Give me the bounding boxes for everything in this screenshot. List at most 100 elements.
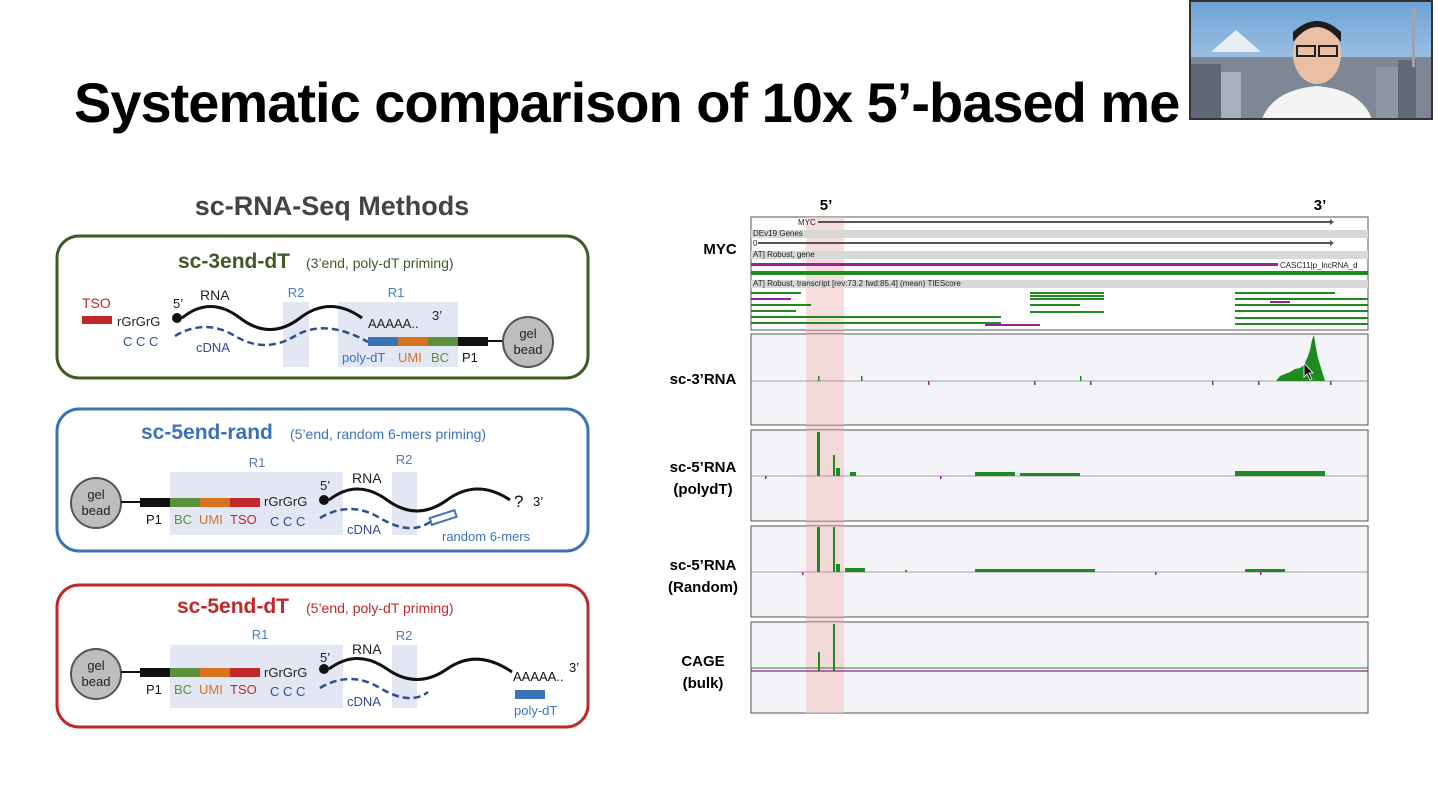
panel3-title: sc-5end-dT [177, 595, 289, 618]
panel2-rna: RNA [352, 470, 382, 486]
track-sc5rna-random [750, 525, 1369, 618]
panel3-tso: TSO [230, 682, 257, 697]
row-label-sc5rna-polydt: sc-5’RNA [669, 459, 737, 476]
row-label-cage: CAGE [681, 653, 725, 670]
panel2-q: ? [514, 492, 523, 511]
panel2-random: random 6-mers [442, 529, 531, 544]
panel-5end-rand [55, 407, 590, 553]
panel2-gel: gel [87, 487, 104, 502]
genome-browser: 5’ 3’ MYC DEv19 Genes 0 AT] Robust, gene… [750, 197, 1369, 714]
panel2-r1: R1 [249, 455, 266, 470]
track-robust-tx: AT] Robust, transcript [rev:73.2 fwd:85.… [753, 279, 961, 288]
panel3-ccc: C C C [270, 684, 305, 699]
panel3-gel-bead [70, 648, 122, 700]
panel1-polydt-bar [368, 337, 398, 346]
panel2-title: sc-5end-rand [141, 421, 273, 444]
panel2-tso: TSO [230, 512, 257, 527]
panel1-gel: gel [519, 326, 536, 341]
panel1-bead: bead [514, 342, 543, 357]
panel2-cdna-strand [319, 507, 431, 530]
panel2-ccc: C C C [270, 514, 305, 529]
panel-5end-dt [55, 583, 590, 729]
track-sc3rna [750, 333, 1369, 426]
panel1-rna: RNA [200, 287, 230, 303]
webcam-image [1191, 2, 1431, 118]
track-sc5rna-polydt [750, 429, 1369, 522]
panel3-polydt: poly-dT [514, 703, 557, 718]
panel3-rgrgrg: rGrGrG [264, 665, 307, 680]
panel1-gel-bead [502, 316, 554, 368]
panel2-rna-strand [328, 487, 511, 513]
mouse-cursor-icon [1303, 361, 1314, 381]
track-myc: MYC [798, 218, 816, 227]
panel2-r2: R2 [396, 452, 413, 467]
panel2-random-primer [428, 508, 458, 527]
panel3-p1: P1 [146, 682, 162, 697]
track-cage-bulk [750, 621, 1369, 714]
panel3-cdna-strand [319, 677, 429, 700]
webcam-video [1189, 0, 1433, 120]
panel1-three: 3’ [432, 308, 442, 323]
track-casc11: CASC11|p_lncRNA_d [1280, 261, 1358, 270]
panel1-cap-dot [172, 313, 182, 323]
row-label-sc5rna-random: sc-5’RNA [669, 557, 737, 574]
track-gencode: DEv19 Genes [753, 229, 803, 238]
panel3-rna: RNA [352, 641, 382, 657]
panel1-aaaaa: AAAAA.. [368, 316, 419, 331]
panel2-bc: BC [174, 512, 192, 527]
panel1-p1-bar [458, 337, 488, 346]
panel2-umi: UMI [199, 512, 223, 527]
panel2-bead: bead [82, 503, 111, 518]
annotation-panel: MYC DEv19 Genes 0 AT] Robust, gene CASC1… [750, 216, 1369, 331]
three-prime-label: 3’ [1314, 197, 1327, 214]
panel1-r1: R1 [388, 285, 405, 300]
panel3-polydt-bar [515, 690, 545, 699]
panel1-tso: TSO [82, 295, 111, 311]
panel1-p1: P1 [462, 350, 478, 365]
panel3-umi: UMI [199, 682, 223, 697]
panel1-cdna: cDNA [196, 340, 230, 355]
panel2-five: 5’ [320, 478, 330, 493]
gene-label: MYC [703, 241, 737, 258]
panel1-bc: BC [431, 350, 449, 365]
panel3-r1: R1 [252, 627, 269, 642]
panel2-cdna: cDNA [347, 522, 381, 537]
panel1-umi: UMI [398, 350, 422, 365]
panel2-three: 3’ [533, 494, 543, 509]
row-label-sc5rna-polydt-sub: (polydT) [673, 481, 733, 498]
panel2-desc: (5’end, random 6-mers priming) [290, 426, 486, 442]
panel1-five: 5’ [173, 296, 183, 311]
panel3-r2: R2 [396, 628, 413, 643]
row-label-sc5rna-random-sub: (Random) [668, 579, 738, 596]
panel1-umi-bar [398, 337, 428, 346]
methods-heading: sc-RNA-Seq Methods [195, 191, 470, 221]
panel-3end-dt [55, 234, 590, 380]
panel1-ccc: C C C [123, 334, 158, 349]
panel3-three: 3’ [569, 660, 579, 675]
track-zero: 0 [753, 239, 758, 248]
panel1-bc-bar [428, 337, 458, 346]
panel1-title: sc-3end-dT [178, 250, 290, 273]
panel2-rgrgrg: rGrGrG [264, 494, 307, 509]
panel3-desc: (5’end, poly-dT priming) [306, 600, 454, 616]
panel3-gel: gel [87, 658, 104, 673]
panel3-aaaaa: AAAAA.. [513, 669, 564, 684]
panel3-five: 5’ [320, 650, 330, 665]
panel3-bead: bead [82, 674, 111, 689]
slide-title: Systematic comparison of 10x 5’-based me [74, 71, 1180, 134]
panel1-r2-box [283, 302, 309, 367]
panel2-p1: P1 [146, 512, 162, 527]
panel1-desc: (3’end, poly-dT priming) [306, 255, 454, 271]
panel1-r2: R2 [288, 285, 305, 300]
panel1-rgrgrg: rGrGrG [117, 314, 160, 329]
track-robust-gene: AT] Robust, gene [753, 250, 815, 259]
panel1-tso-bar [82, 316, 112, 324]
row-label-cage-sub: (bulk) [682, 675, 724, 692]
panel1-polydt: poly-dT [342, 350, 385, 365]
panel3-rna-strand [328, 657, 513, 681]
five-prime-label: 5’ [820, 197, 833, 214]
panel1-rna-strand [181, 305, 363, 331]
methods-diagram: sc-RNA-Seq Methods sc-3end-dT (3’end, po… [55, 191, 590, 729]
panel3-cdna: cDNA [347, 694, 381, 709]
row-label-sc3rna: sc-3’RNA [669, 371, 737, 388]
